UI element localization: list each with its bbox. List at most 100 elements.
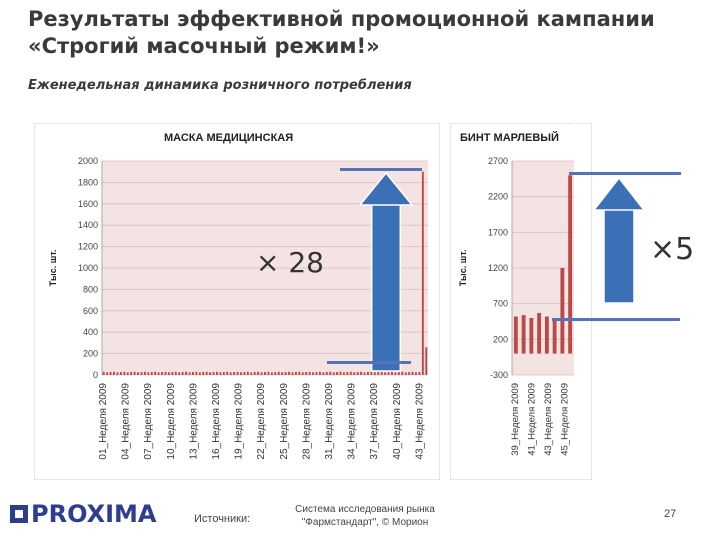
bar xyxy=(329,371,332,375)
sources-text: Система исследования рынка "Фармстандарт… xyxy=(295,504,435,528)
x-tick-label: 41_Неделя 2009 xyxy=(527,383,538,456)
bar xyxy=(102,371,105,375)
bar xyxy=(421,171,424,375)
bar xyxy=(291,372,294,375)
page-number: 27 xyxy=(664,508,677,520)
y-tick-label: 200 xyxy=(493,334,508,344)
bar xyxy=(277,371,280,375)
mask-multiplier: × 28 xyxy=(256,246,324,279)
x-tick-label: 37_Неделя 2009 xyxy=(369,383,380,460)
y-tick-label: 400 xyxy=(83,327,98,337)
bar xyxy=(243,372,246,375)
bar xyxy=(222,372,225,375)
bar xyxy=(353,372,356,375)
bar xyxy=(411,371,414,375)
bar xyxy=(257,371,260,375)
y-tick-label: 800 xyxy=(83,284,98,294)
logo-text: PROXIMA xyxy=(31,500,157,528)
bar xyxy=(298,371,301,375)
bar xyxy=(167,372,170,375)
bar xyxy=(130,372,133,375)
bar xyxy=(391,371,393,375)
bar xyxy=(219,372,222,375)
y-axis-label: Тыс. шт. xyxy=(48,250,58,287)
bandage-growth-arrow xyxy=(592,176,646,304)
bandage-chart: БИНТ МАРЛЕВЫЙ -300 200 700 1200 1700 2200 2700 Т… xyxy=(450,123,592,480)
bar xyxy=(246,371,249,375)
y-tick-label: 2200 xyxy=(488,192,508,202)
x-tick-label: 40_Неделя 2009 xyxy=(392,383,403,460)
x-tick-label: 07_Неделя 2009 xyxy=(143,383,154,460)
bar xyxy=(408,372,411,375)
bar xyxy=(178,372,181,375)
bar xyxy=(143,371,146,375)
x-tick-label: 16_Неделя 2009 xyxy=(211,383,222,460)
bar xyxy=(397,372,400,375)
bar xyxy=(394,372,397,375)
bar xyxy=(281,372,284,375)
bar xyxy=(240,372,242,375)
bar xyxy=(264,372,266,375)
bar xyxy=(171,372,174,375)
bar xyxy=(202,372,205,375)
y-tick-label: 1800 xyxy=(78,177,98,187)
bar xyxy=(116,372,119,375)
bar xyxy=(560,268,565,354)
y-tick-label: 1400 xyxy=(78,220,98,230)
bar xyxy=(377,372,380,375)
bar xyxy=(260,372,263,375)
bar xyxy=(198,372,201,375)
bar xyxy=(370,371,373,375)
bar xyxy=(305,372,308,375)
bar xyxy=(106,372,109,375)
bar xyxy=(123,371,126,375)
y-tick-label: 1000 xyxy=(78,263,98,273)
bar xyxy=(387,372,390,375)
bar xyxy=(356,372,359,375)
bar xyxy=(325,372,328,375)
y-tick-label: 1200 xyxy=(488,263,508,273)
bar xyxy=(552,319,557,354)
bar xyxy=(294,372,297,375)
bar xyxy=(537,312,542,354)
x-tick-label: 39_Неделя 2009 xyxy=(510,383,521,456)
bar xyxy=(415,372,417,375)
bar xyxy=(119,372,122,375)
chart-title: МАСКА МЕДИЦИНСКАЯ xyxy=(164,132,293,144)
top-level-marker xyxy=(340,168,422,171)
bar xyxy=(226,371,229,375)
bar xyxy=(363,372,366,375)
bar xyxy=(346,372,349,375)
bar xyxy=(154,371,157,375)
x-tick-label: 25_Неделя 2009 xyxy=(279,383,290,460)
bar xyxy=(568,175,573,354)
bar xyxy=(274,372,277,375)
bar xyxy=(150,372,153,375)
bar xyxy=(312,372,314,375)
y-tick-label: 2700 xyxy=(488,156,508,166)
logo-icon xyxy=(10,505,28,523)
bar xyxy=(140,372,143,375)
bar xyxy=(195,371,198,375)
bar xyxy=(342,372,345,375)
bar xyxy=(339,371,342,375)
bar xyxy=(137,372,139,375)
bar xyxy=(133,371,136,375)
y-tick-label: 0 xyxy=(93,370,98,380)
bar xyxy=(301,372,304,375)
bandage-arrow-head xyxy=(592,176,646,211)
mask-chart: МАСКА МЕДИЦИНСКАЯ 0 200 400 600 800 1000 1200 14… xyxy=(34,123,440,480)
bar xyxy=(384,372,387,375)
page-subtitle: Еженедельная динамика розничного потребл… xyxy=(28,78,412,93)
x-tick-label: 22_Неделя 2009 xyxy=(256,383,267,460)
bar xyxy=(109,372,112,375)
bar xyxy=(174,371,177,375)
bar xyxy=(332,372,335,375)
x-tick-label: 34_Неделя 2009 xyxy=(347,383,358,460)
proxima-logo: PROXIMA xyxy=(10,500,157,528)
bar xyxy=(404,372,407,375)
bar xyxy=(164,371,167,375)
bar xyxy=(401,371,404,375)
y-tick-label: 1600 xyxy=(78,199,98,209)
y-tick-label: 700 xyxy=(493,299,508,309)
